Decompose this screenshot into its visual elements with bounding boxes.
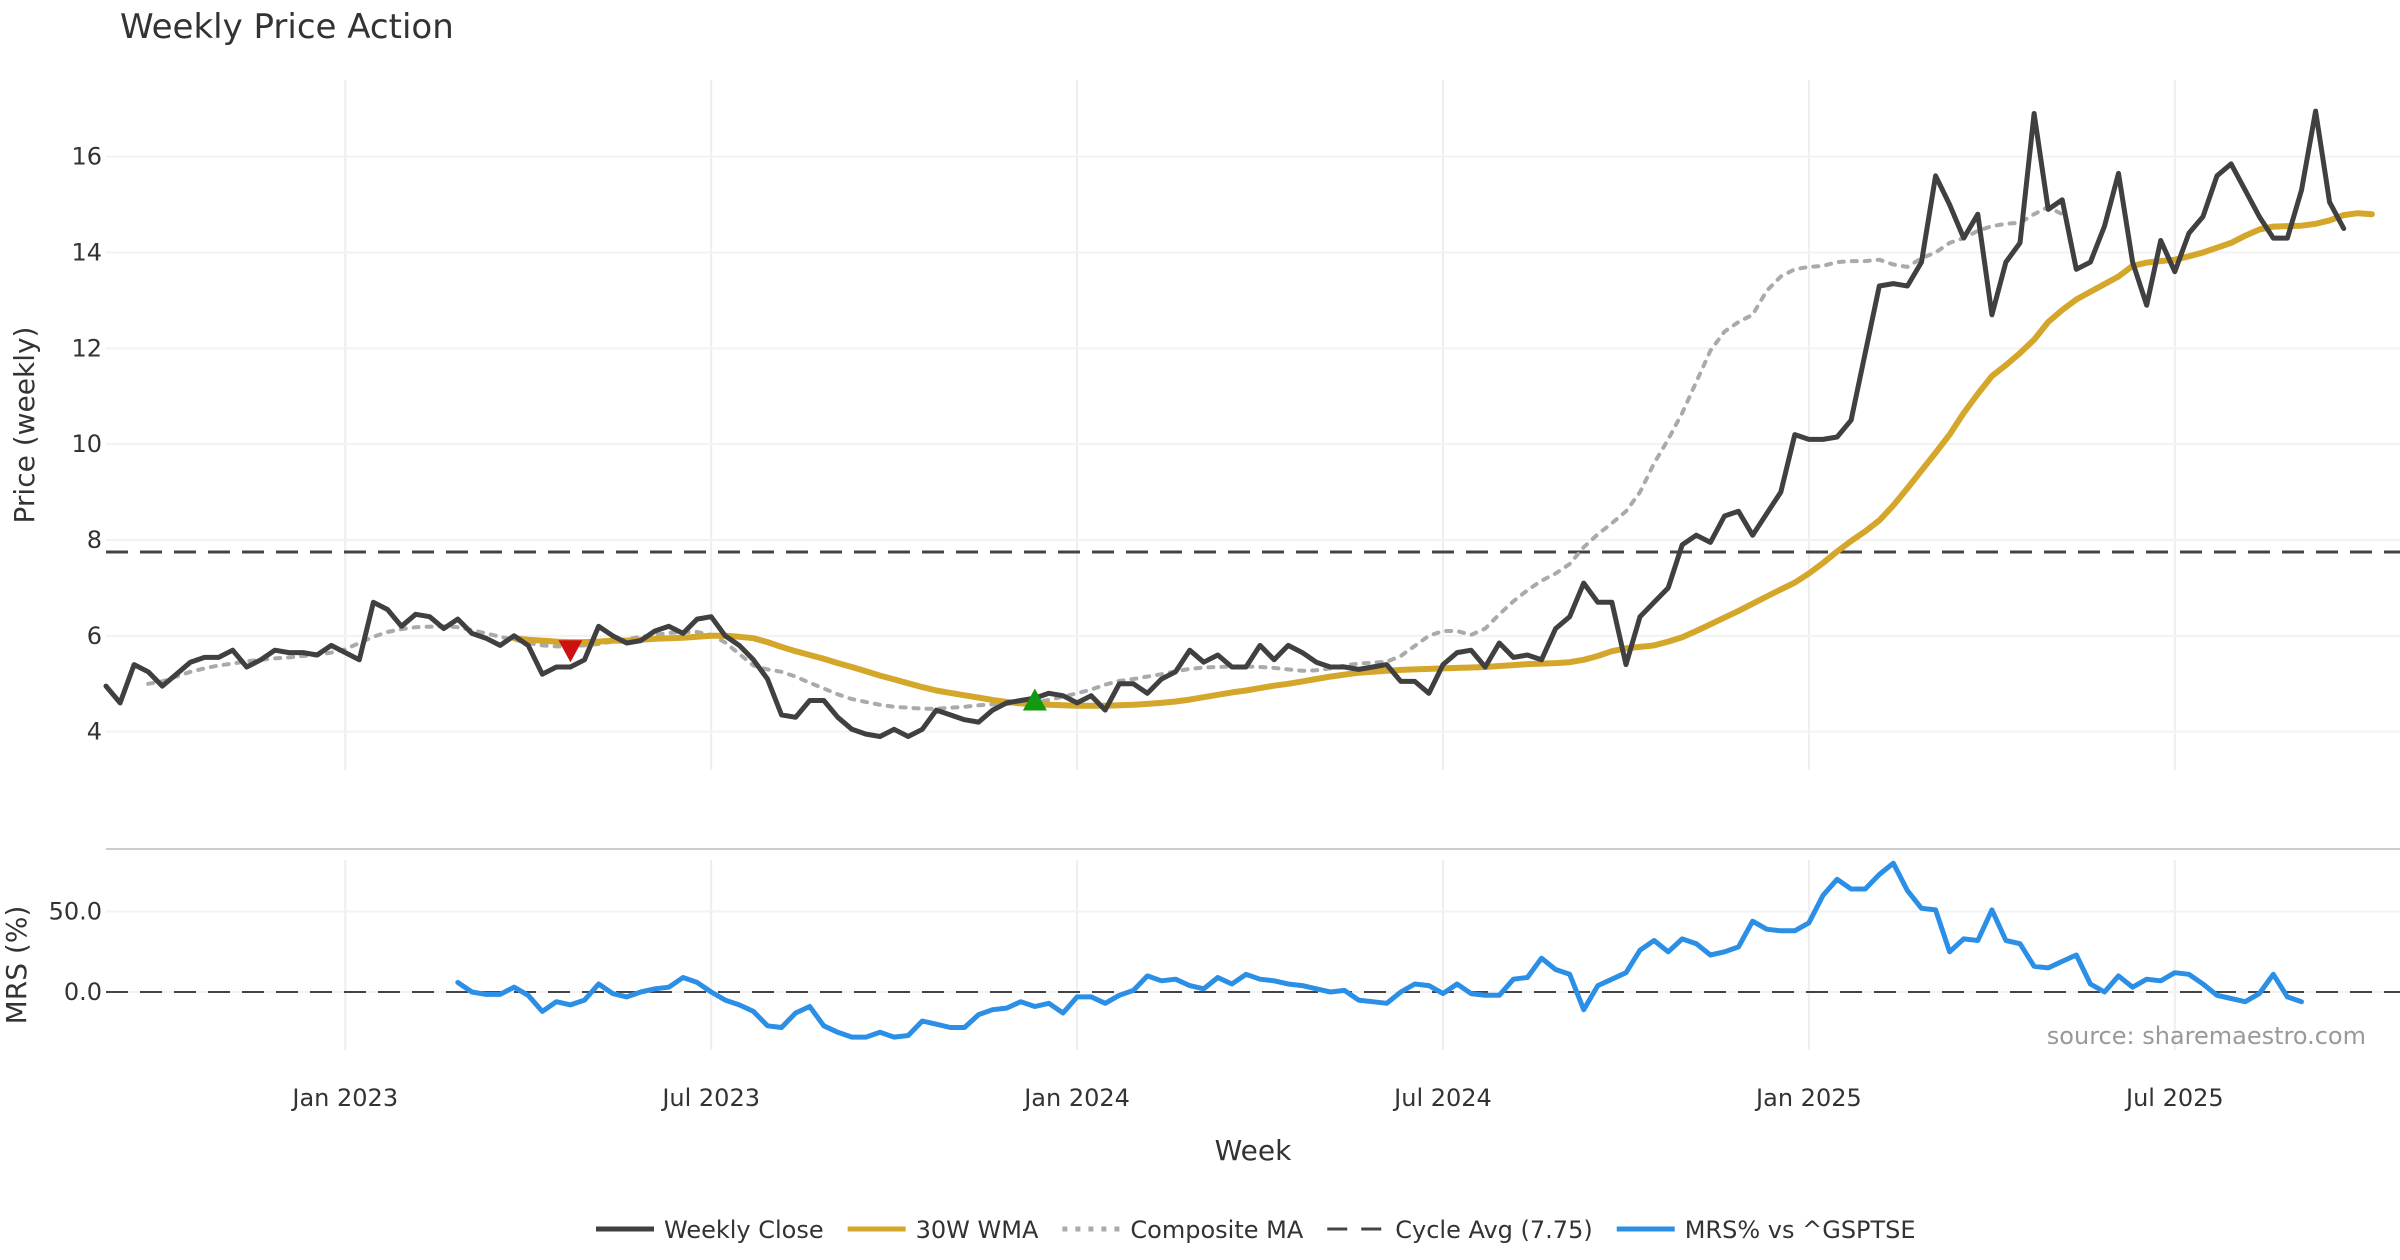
series-line-mrs-vs-gsptse <box>455 860 2304 1040</box>
mrs-y-ticks: 0.0 50.0 <box>49 898 102 1007</box>
signal-markers <box>558 640 1047 711</box>
source-note: source: sharemaestro.com <box>2047 1022 2366 1050</box>
legend-label: 30W WMA <box>916 1216 1039 1244</box>
sell-signal-marker <box>558 640 583 663</box>
series-line-weekly-close <box>103 108 2347 739</box>
x-tick-label: Jan 2024 <box>1022 1084 1130 1112</box>
legend-label: Weekly Close <box>664 1216 824 1244</box>
chart-title: Weekly Price Action <box>120 7 454 47</box>
legend: Weekly Close 30W WMA Composite MA Cycle Avg… <box>596 1216 1916 1244</box>
x-tick-label: Jul 2025 <box>2124 1084 2224 1112</box>
legend-label: Cycle Avg (7.75) <box>1395 1216 1592 1244</box>
buy-signal-marker <box>1022 688 1047 711</box>
x-tick-label: Jan 2025 <box>1754 1084 1862 1112</box>
price-series <box>103 108 2375 739</box>
x-ticks: Jan 2023 Jul 2023 Jan 2024 Jul 2024 Jan 2025… <box>290 1084 2223 1112</box>
price-y-axis-label: Price (weekly) <box>8 327 41 524</box>
x-tick-label: Jan 2023 <box>290 1084 398 1112</box>
mrs-y-tick-label: 50.0 <box>49 898 102 926</box>
x-tick-label: Jul 2023 <box>660 1084 760 1112</box>
price-y-tick-label: 4 <box>87 718 102 746</box>
price-y-tick-label: 8 <box>87 526 102 554</box>
price-y-tick-label: 6 <box>87 622 102 650</box>
price-grid <box>106 80 2400 770</box>
x-axis-label: Week <box>1215 1134 1292 1167</box>
x-tick-label: Jul 2024 <box>1392 1084 1492 1112</box>
price-y-tick-label: 16 <box>71 143 102 171</box>
price-y-tick-label: 10 <box>71 430 102 458</box>
legend-label: Composite MA <box>1130 1216 1303 1244</box>
legend-label: MRS% vs ^GSPTSE <box>1685 1216 1916 1244</box>
mrs-series <box>455 860 2304 1040</box>
price-y-tick-label: 12 <box>71 334 102 362</box>
price-y-tick-label: 14 <box>71 239 102 267</box>
mrs-y-tick-label: 0.0 <box>64 978 102 1006</box>
price-y-ticks: 4 6 8 10 12 14 16 <box>71 143 102 746</box>
series-line-composite-ma <box>146 205 2065 711</box>
mrs-y-axis-label: MRS (%) <box>0 906 33 1025</box>
